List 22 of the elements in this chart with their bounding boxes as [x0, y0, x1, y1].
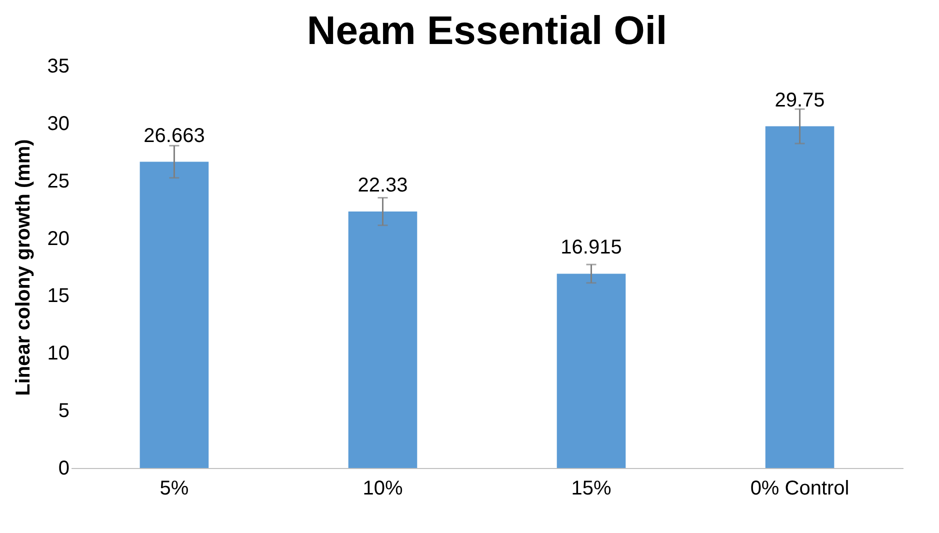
y-tick-label: 5: [58, 400, 70, 422]
x-tick-label: 10%: [362, 478, 403, 500]
bar: [765, 126, 834, 468]
y-tick-label: 25: [47, 170, 70, 192]
y-tick-label: 35: [47, 56, 70, 78]
data-label: 26.663: [144, 124, 205, 147]
data-label: 29.75: [774, 89, 825, 112]
bar: [140, 162, 209, 468]
x-tick-label: 15%: [571, 478, 612, 500]
x-tick-label: 5%: [160, 478, 189, 500]
y-tick-label: 30: [47, 112, 70, 135]
chart-title: Neam Essential Oil: [306, 9, 668, 53]
y-tick-label: 10: [47, 342, 70, 365]
bar: [348, 212, 418, 468]
y-tick-label: 15: [47, 285, 70, 308]
x-tick-label: 0% Control: [750, 478, 850, 500]
data-label: 22.33: [358, 174, 408, 197]
bar: [556, 274, 626, 468]
y-axis-title: Linear colony growth (mm): [12, 139, 34, 396]
data-label: 16.915: [560, 236, 622, 259]
y-tick-label: 20: [47, 228, 70, 250]
y-tick-label: 0: [58, 458, 70, 480]
